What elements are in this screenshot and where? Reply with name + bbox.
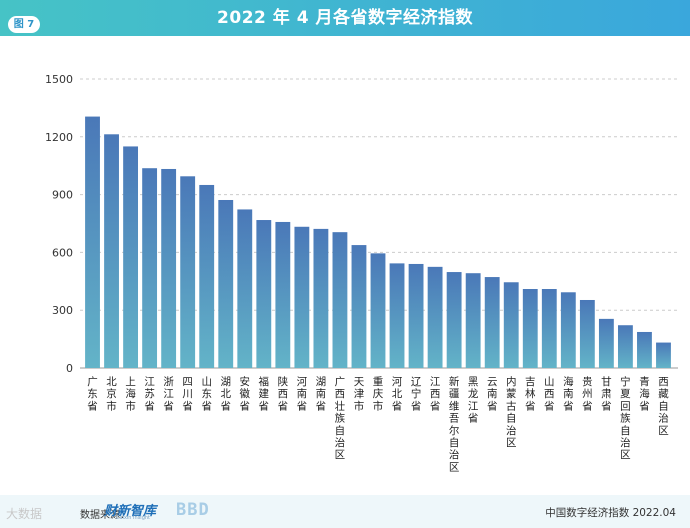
y-tick-label: 600 — [52, 246, 73, 259]
category-label: 河南省 — [297, 376, 308, 412]
y-tick-label: 900 — [52, 189, 73, 202]
bar-2 — [123, 146, 139, 368]
bar-9 — [256, 220, 272, 368]
footer-bar — [0, 495, 690, 528]
bar-26 — [579, 299, 595, 368]
watermark-text: 大数据 — [6, 507, 43, 521]
bar-19 — [446, 272, 462, 368]
header-bar — [0, 0, 690, 36]
bar-5 — [180, 176, 196, 368]
bar-21 — [484, 277, 500, 368]
category-label: 青海省 — [639, 375, 650, 412]
bar-12 — [313, 228, 329, 368]
bar-22 — [503, 282, 519, 368]
category-label: 浙江省 — [163, 376, 174, 412]
bars — [85, 116, 671, 368]
bar-24 — [541, 289, 557, 368]
bar-25 — [560, 292, 576, 368]
bar-1 — [104, 134, 119, 368]
category-label: 内蒙古自治区 — [506, 375, 517, 449]
category-label: 北京市 — [106, 376, 117, 412]
bar-28 — [617, 325, 633, 368]
category-label: 福建省 — [259, 375, 270, 412]
category-label: 贵州省 — [582, 375, 593, 412]
category-label: 海南省 — [563, 375, 574, 412]
category-label: 黑龙江省 — [468, 376, 479, 425]
bar-11 — [294, 226, 310, 368]
bar-20 — [465, 273, 481, 368]
bar-13 — [332, 232, 348, 368]
category-label: 湖南省 — [316, 376, 327, 412]
bar-30 — [656, 342, 671, 368]
category-label: 四川省 — [182, 376, 193, 412]
y-tick-label: 300 — [52, 304, 73, 317]
bar-4 — [161, 168, 177, 368]
category-label: 山西省 — [544, 376, 555, 412]
category-label: 重庆市 — [373, 375, 384, 412]
bar-3 — [142, 168, 158, 368]
bar-23 — [522, 289, 538, 368]
bar-chart: 0 300 600 900 1200 1500 广东省北京市上海市江苏省浙江省四川省山东省… — [45, 73, 678, 473]
category-label: 吉林省 — [525, 376, 536, 412]
category-label: 上海市 — [125, 376, 136, 412]
bar-27 — [598, 318, 614, 368]
bar-18 — [427, 266, 443, 368]
category-label: 湖北省 — [220, 376, 231, 412]
bbd-logo: BBD — [176, 500, 210, 520]
caixin-logo: 财新智库 — [104, 504, 157, 519]
source-label: 数据来源： — [80, 510, 130, 521]
category-label: 安徽省 — [240, 375, 251, 412]
category-label: 宁夏回族自治区 — [620, 375, 631, 461]
chart-title: 2022 年 4 月各省数字经济指数 — [217, 8, 473, 28]
bar-0 — [85, 116, 100, 368]
bar-15 — [370, 253, 386, 368]
category-label: 新疆维吾尔自治区 — [449, 375, 460, 473]
category-label: 辽宁省 — [411, 376, 422, 412]
footer-index-date: 中国数字经济指数 2022.04 — [545, 507, 676, 519]
category-label: 陕西省 — [278, 375, 289, 412]
category-label: 甘肃省 — [601, 375, 612, 412]
category-label: 云南省 — [487, 376, 498, 412]
category-label: 山东省 — [201, 376, 212, 412]
y-tick-label: 1200 — [45, 131, 73, 144]
category-label: 广东省 — [87, 376, 98, 412]
category-label: 江西省 — [430, 376, 441, 412]
y-tick-label: 0 — [66, 362, 73, 375]
category-label: 河北省 — [392, 376, 403, 412]
bar-16 — [389, 263, 405, 368]
x-axis-labels: 广东省北京市上海市江苏省浙江省四川省山东省湖北省安徽省福建省陕西省河南省湖南省广… — [87, 375, 669, 473]
y-tick-label: 1500 — [45, 73, 73, 86]
bar-29 — [637, 331, 652, 368]
category-label: 江苏省 — [144, 376, 155, 412]
category-label: 西藏自治区 — [658, 376, 669, 437]
bar-6 — [199, 184, 215, 368]
bar-14 — [351, 245, 367, 368]
figure-badge: 图 7 — [8, 16, 40, 33]
bar-8 — [237, 209, 253, 368]
bar-17 — [408, 263, 424, 368]
bar-7 — [218, 199, 234, 368]
caixin-logo-subtitle: Caixin Insight — [116, 515, 150, 521]
category-label: 天津市 — [354, 376, 365, 412]
y-axis-ticks: 0 300 600 900 1200 1500 — [45, 73, 73, 375]
bar-10 — [275, 221, 291, 368]
category-label: 广西壮族自治区 — [335, 376, 346, 461]
